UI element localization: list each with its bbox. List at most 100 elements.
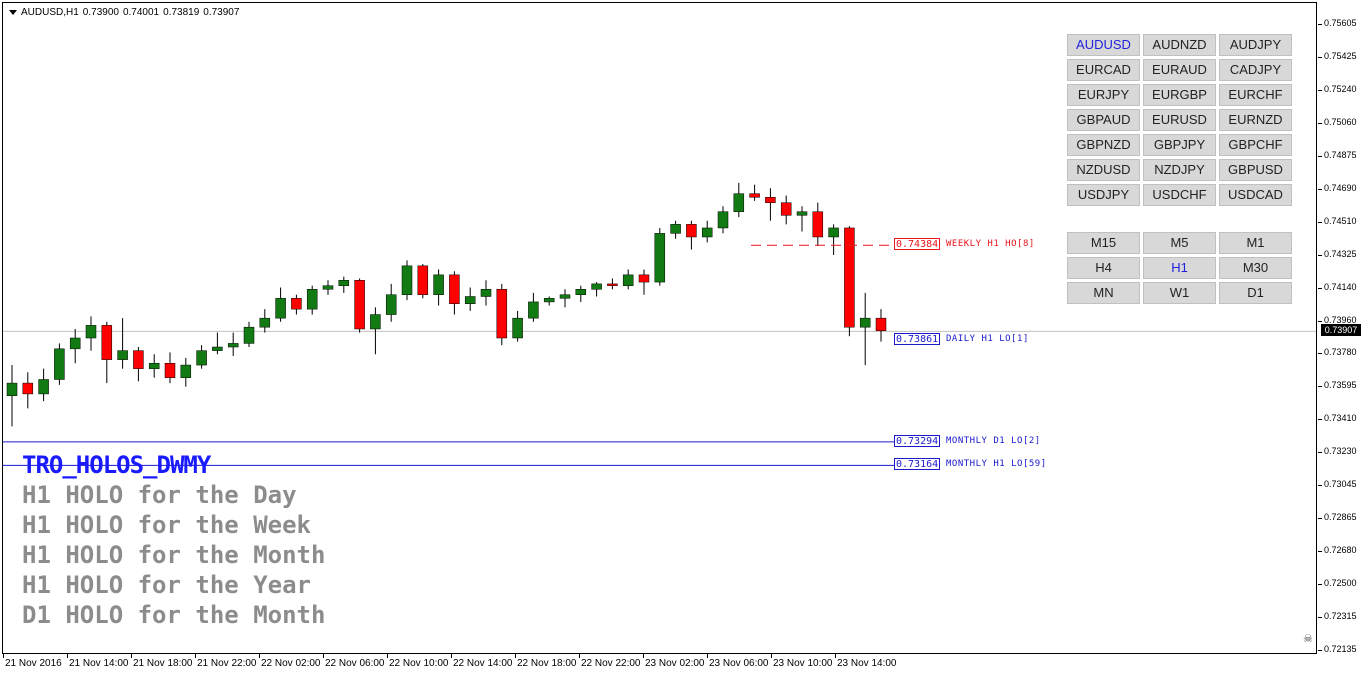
candle [291,294,302,315]
price-tick [1318,320,1322,322]
candle [370,307,381,355]
symbol-button-gbpchf[interactable]: GBPCHF [1219,134,1292,156]
price-tick-label: 0.72865 [1324,512,1357,523]
candle-body [543,298,555,303]
candle [133,347,144,382]
candle-body [559,294,571,299]
candle-body [670,224,681,234]
symbol-button-audnzd[interactable]: AUDNZD [1143,34,1216,56]
candle-body [259,317,271,328]
candle-body [69,337,81,350]
time-tick-label: 22 Nov 14:00 [453,658,513,669]
chart-symbol: AUDUSD,H1 [21,7,79,18]
candle-body [433,274,444,295]
candle [591,282,602,297]
time-tick-label: 21 Nov 14:00 [69,658,129,669]
price-tick [1318,386,1322,388]
timeframe-button-m30[interactable]: M30 [1219,257,1292,279]
price-tick [1318,353,1322,355]
candle-body [875,317,887,332]
price-tick-label: 0.72500 [1324,578,1357,589]
timeframe-button-h1[interactable]: H1 [1143,257,1216,279]
symbol-button-euraud[interactable]: EURAUD [1143,59,1216,81]
skull-icon: ☠ [1303,633,1313,645]
candle-body [164,363,176,378]
symbol-button-eurchf[interactable]: EURCHF [1219,84,1292,106]
price-tick [1318,24,1322,25]
candle-body [591,283,602,290]
level-label: MONTHLY D1 LO[2] [946,435,1041,446]
candle-body [196,350,207,366]
price-tick [1318,89,1322,91]
candle [575,285,587,302]
price-tick-label: 0.75060 [1324,116,1357,127]
price-tick-label: 0.73780 [1324,347,1357,358]
timeframe-button-mn[interactable]: MN [1067,282,1140,304]
symbol-button-cadjpy[interactable]: CADJPY [1219,59,1292,81]
timeframe-button-d1[interactable]: D1 [1219,282,1292,304]
time-tick-label: 22 Nov 10:00 [389,658,449,669]
candle [543,296,555,306]
candle-body [322,285,334,290]
time-tick [67,654,68,658]
candle [433,269,444,306]
candle-body [148,363,160,369]
symbol-button-gbpnzd[interactable]: GBPNZD [1067,134,1140,156]
symbol-button-eurcad[interactable]: EURCAD [1067,59,1140,81]
price-tick [1318,419,1322,421]
price-tick [1318,452,1322,454]
indicator-line: H1 HOLO for the Week [22,511,311,539]
candle-body [243,326,255,344]
symbol-button-audjpy[interactable]: AUDJPY [1219,34,1292,56]
candle [69,328,81,364]
price-tick [1318,155,1322,157]
time-tick-label: 23 Nov 06:00 [709,658,769,669]
candle-body [780,202,792,216]
price-chart [3,182,1316,466]
candle-body [227,343,239,348]
candle-body [22,382,34,395]
candle [528,292,539,322]
time-tick-label: 23 Nov 02:00 [645,658,705,669]
candle [464,287,476,311]
symbol-button-nzdusd[interactable]: NZDUSD [1067,159,1140,181]
timeframe-button-w1[interactable]: W1 [1143,282,1216,304]
timeframe-button-m5[interactable]: M5 [1143,232,1216,254]
level-label: WEEKLY H1 HO[8] [946,239,1035,250]
time-tick [195,654,196,658]
candle [196,345,207,369]
candle [401,260,413,301]
candle [6,365,18,427]
timeframe-button-m15[interactable]: M15 [1067,232,1140,254]
candle [275,287,286,322]
price-tick [1318,254,1322,256]
candle [322,280,334,295]
symbol-button-eurnzd[interactable]: EURNZD [1219,109,1292,131]
symbol-button-gbpusd[interactable]: GBPUSD [1219,159,1292,181]
symbol-button-usdjpy[interactable]: USDJPY [1067,184,1140,206]
symbol-button-gbpaud[interactable]: GBPAUD [1067,109,1140,131]
symbol-button-usdcad[interactable]: USDCAD [1219,184,1292,206]
price-tick [1318,650,1322,651]
candle [259,309,271,333]
time-tick [323,654,324,658]
symbol-button-eurgbp[interactable]: EURGBP [1143,84,1216,106]
symbol-button-gbpjpy[interactable]: GBPJPY [1143,134,1216,156]
candle [654,227,666,286]
symbol-button-usdchf[interactable]: USDCHF [1143,184,1216,206]
symbol-button-eurjpy[interactable]: EURJPY [1067,84,1140,106]
price-tick [1318,617,1322,619]
candle-body [749,193,760,198]
symbol-button-nzdjpy[interactable]: NZDJPY [1143,159,1216,181]
price-tick [1318,584,1322,586]
candle [496,283,508,346]
symbol-button-audusd[interactable]: AUDUSD [1067,34,1140,56]
candle [148,354,160,378]
timeframe-button-h4[interactable]: H4 [1067,257,1140,279]
price-axis[interactable]: 0.75605 0.75425 0.75240 0.75060 0.74875 0.746… [1318,0,1362,656]
level-label: MONTHLY H1 LO[59] [946,459,1047,470]
timeframe-button-m1[interactable]: M1 [1219,232,1292,254]
dropdown-triangle-icon[interactable] [9,10,17,15]
symbol-button-eurusd[interactable]: EURUSD [1143,109,1216,131]
candle-body [654,233,666,283]
